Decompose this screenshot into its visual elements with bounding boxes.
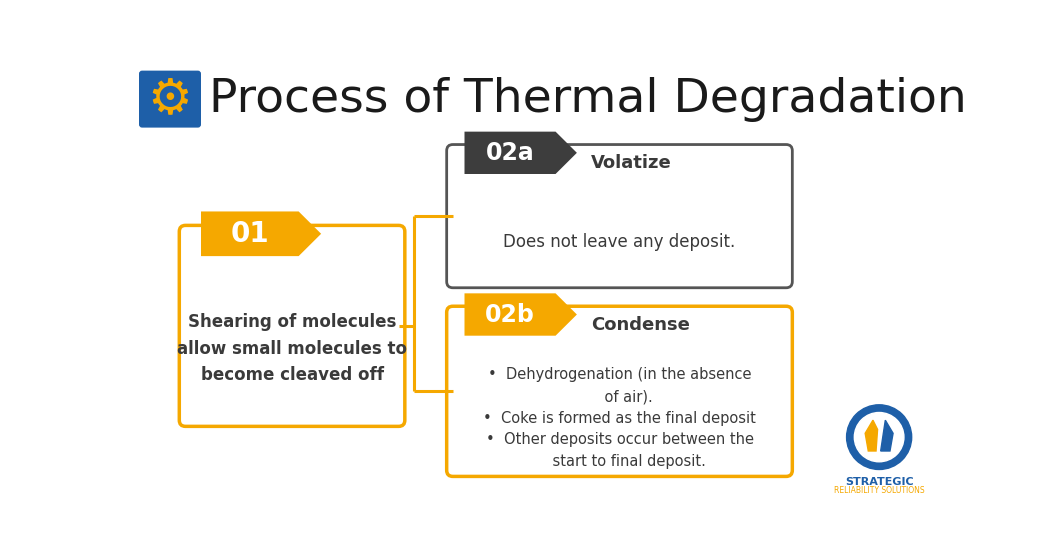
Text: Condense: Condense (591, 316, 690, 334)
Text: RELIABILITY SOLUTIONS: RELIABILITY SOLUTIONS (834, 486, 924, 495)
Text: 02a: 02a (486, 141, 534, 165)
Circle shape (855, 412, 904, 462)
Text: ⚙: ⚙ (148, 75, 192, 123)
Circle shape (846, 405, 911, 470)
Text: 02b: 02b (485, 302, 534, 327)
Polygon shape (201, 211, 321, 256)
Text: •  Dehydrogenation (in the absence
    of air).
•  Coke is formed as the final d: • Dehydrogenation (in the absence of air… (483, 367, 756, 469)
Text: Volatize: Volatize (591, 155, 672, 172)
Text: STRATEGIC: STRATEGIC (845, 477, 914, 487)
Polygon shape (464, 293, 576, 336)
Polygon shape (881, 420, 894, 451)
Text: 01: 01 (231, 220, 269, 248)
FancyBboxPatch shape (139, 70, 201, 128)
Text: Shearing of molecules
allow small molecules to
become cleaved off: Shearing of molecules allow small molecu… (177, 313, 407, 384)
FancyBboxPatch shape (446, 306, 793, 476)
Text: Process of Thermal Degradation: Process of Thermal Degradation (209, 76, 966, 122)
Polygon shape (865, 420, 878, 451)
FancyBboxPatch shape (180, 226, 405, 426)
FancyBboxPatch shape (446, 145, 793, 288)
Text: Does not leave any deposit.: Does not leave any deposit. (503, 233, 736, 251)
Polygon shape (464, 131, 576, 174)
